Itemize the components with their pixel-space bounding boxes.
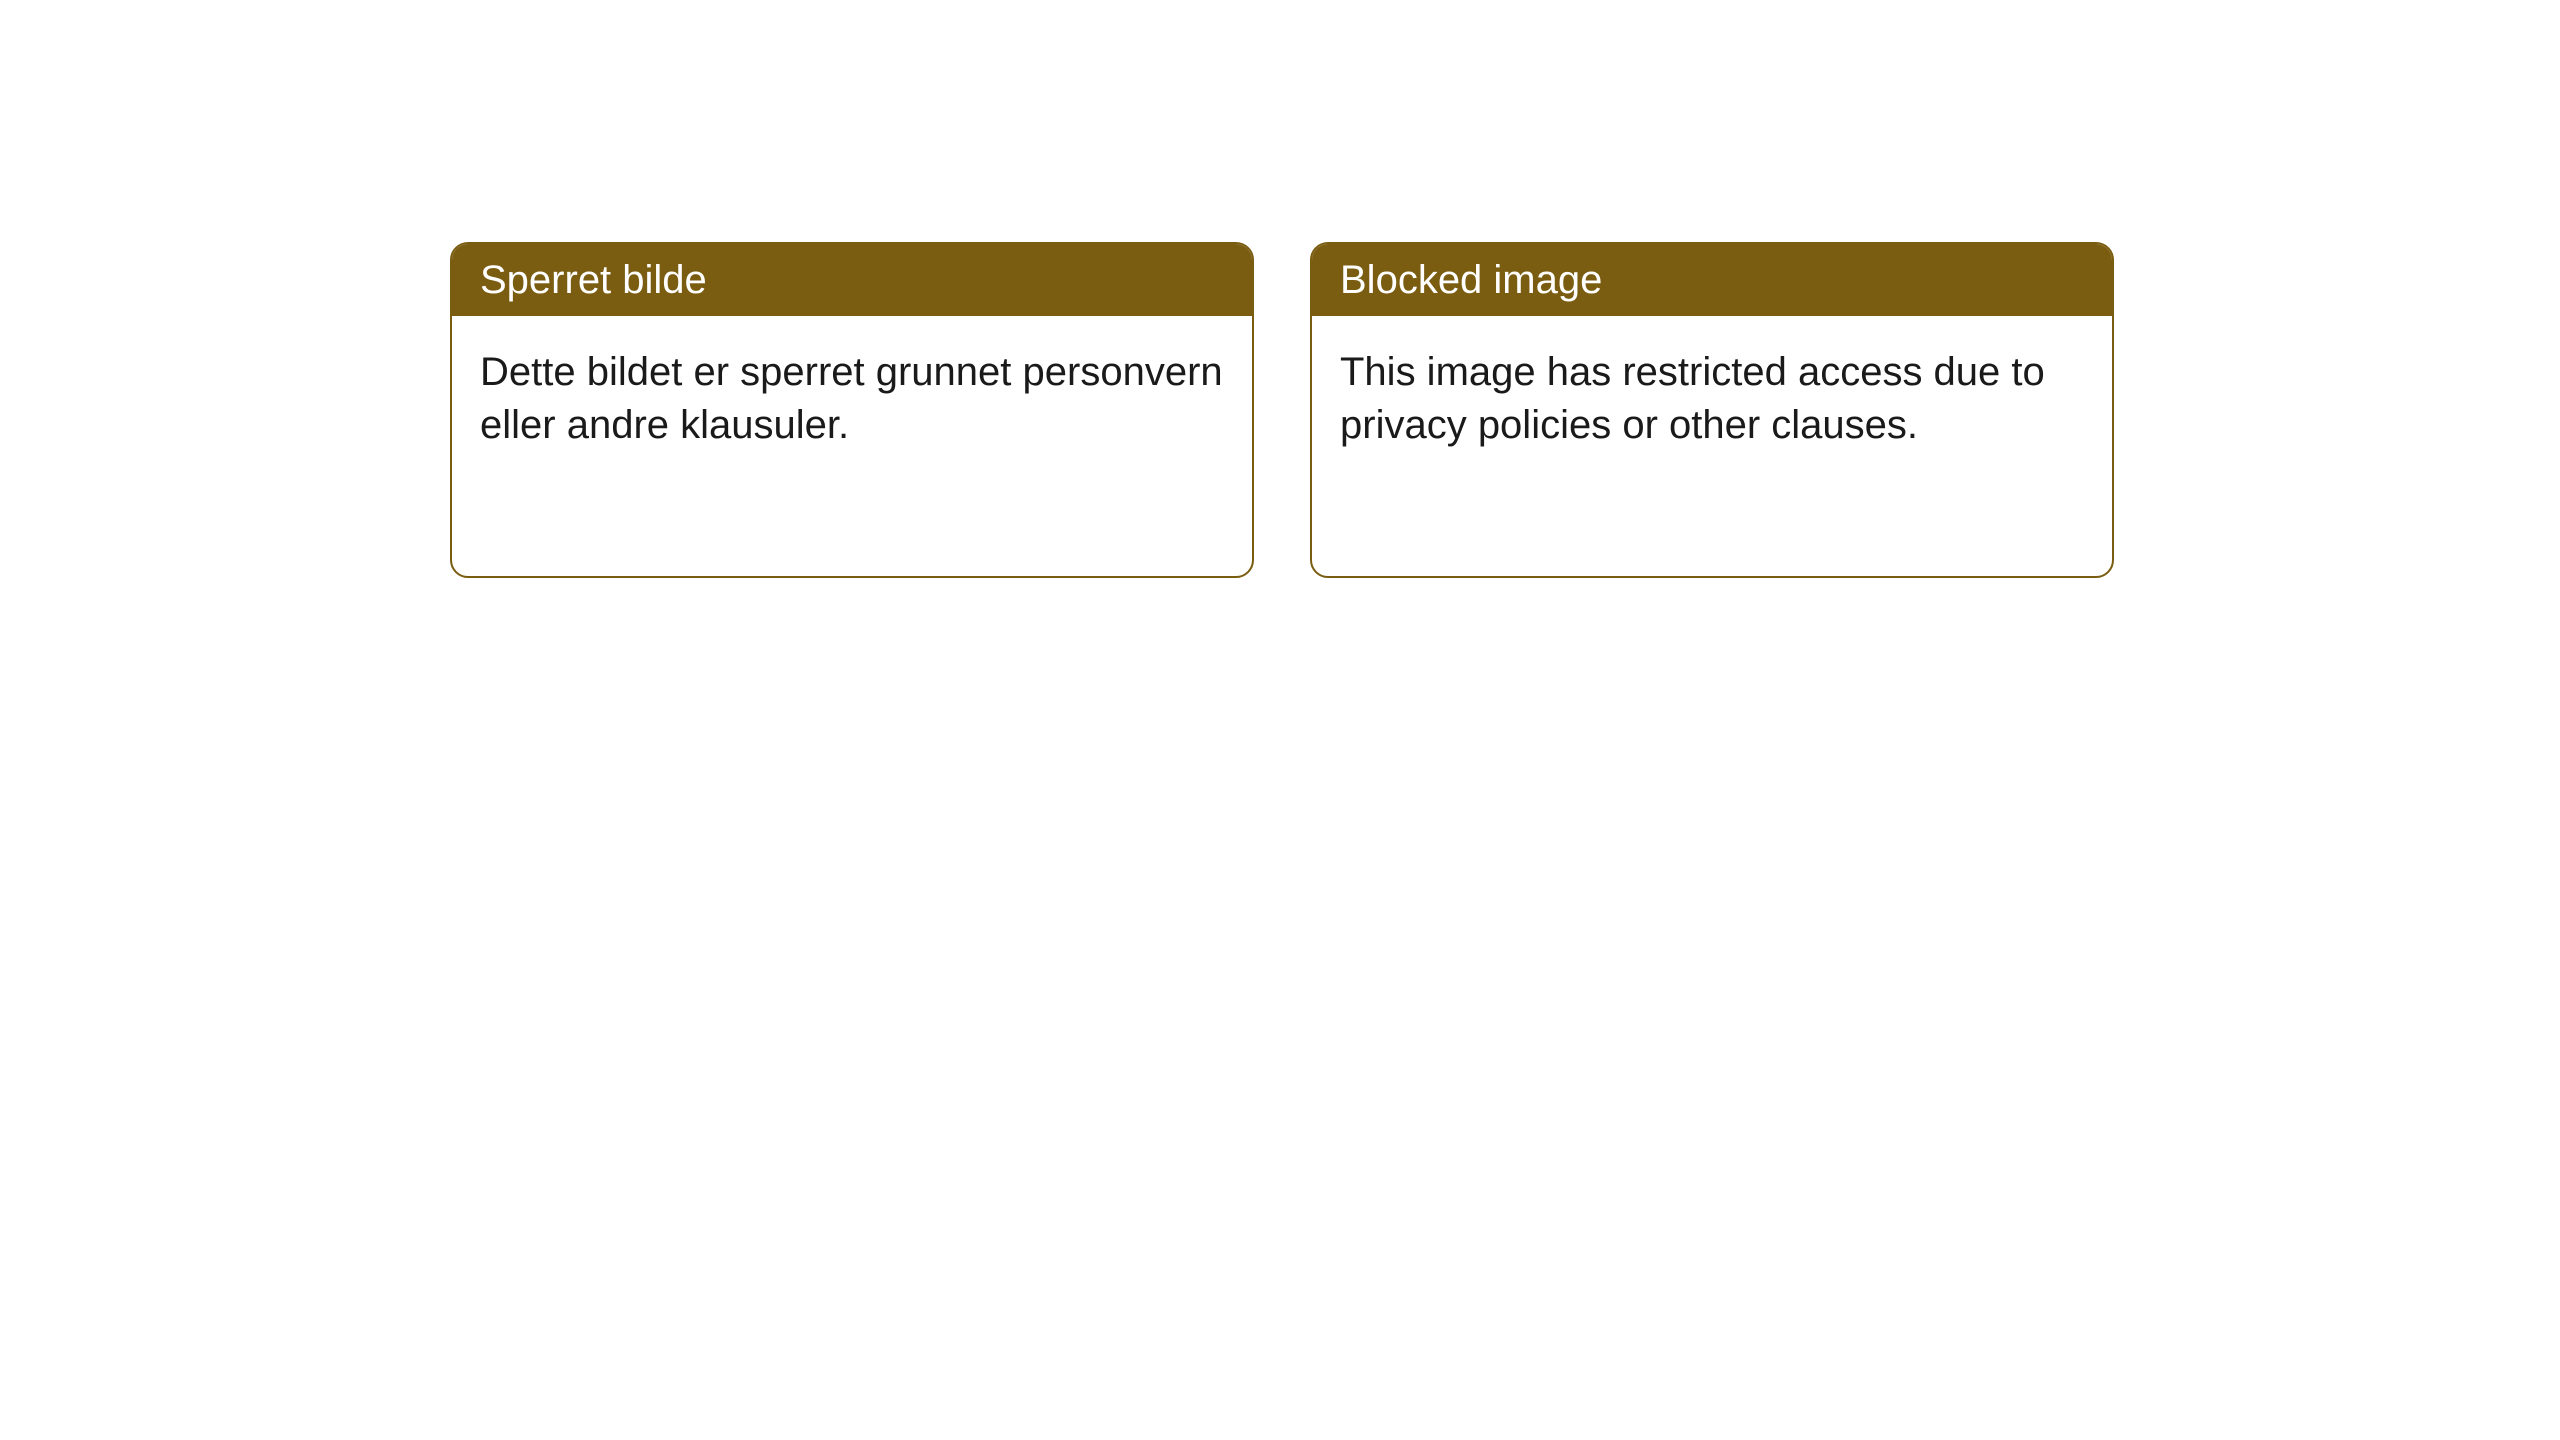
notice-card-norwegian: Sperret bilde Dette bildet er sperret gr…	[450, 242, 1254, 578]
card-header: Sperret bilde	[452, 244, 1252, 316]
card-body: Dette bildet er sperret grunnet personve…	[452, 316, 1252, 482]
card-body: This image has restricted access due to …	[1312, 316, 2112, 482]
card-message: This image has restricted access due to …	[1340, 350, 2045, 447]
notice-cards-container: Sperret bilde Dette bildet er sperret gr…	[450, 242, 2114, 578]
card-title: Sperret bilde	[480, 258, 707, 302]
card-message: Dette bildet er sperret grunnet personve…	[480, 350, 1223, 447]
card-title: Blocked image	[1340, 258, 1602, 302]
notice-card-english: Blocked image This image has restricted …	[1310, 242, 2114, 578]
card-header: Blocked image	[1312, 244, 2112, 316]
